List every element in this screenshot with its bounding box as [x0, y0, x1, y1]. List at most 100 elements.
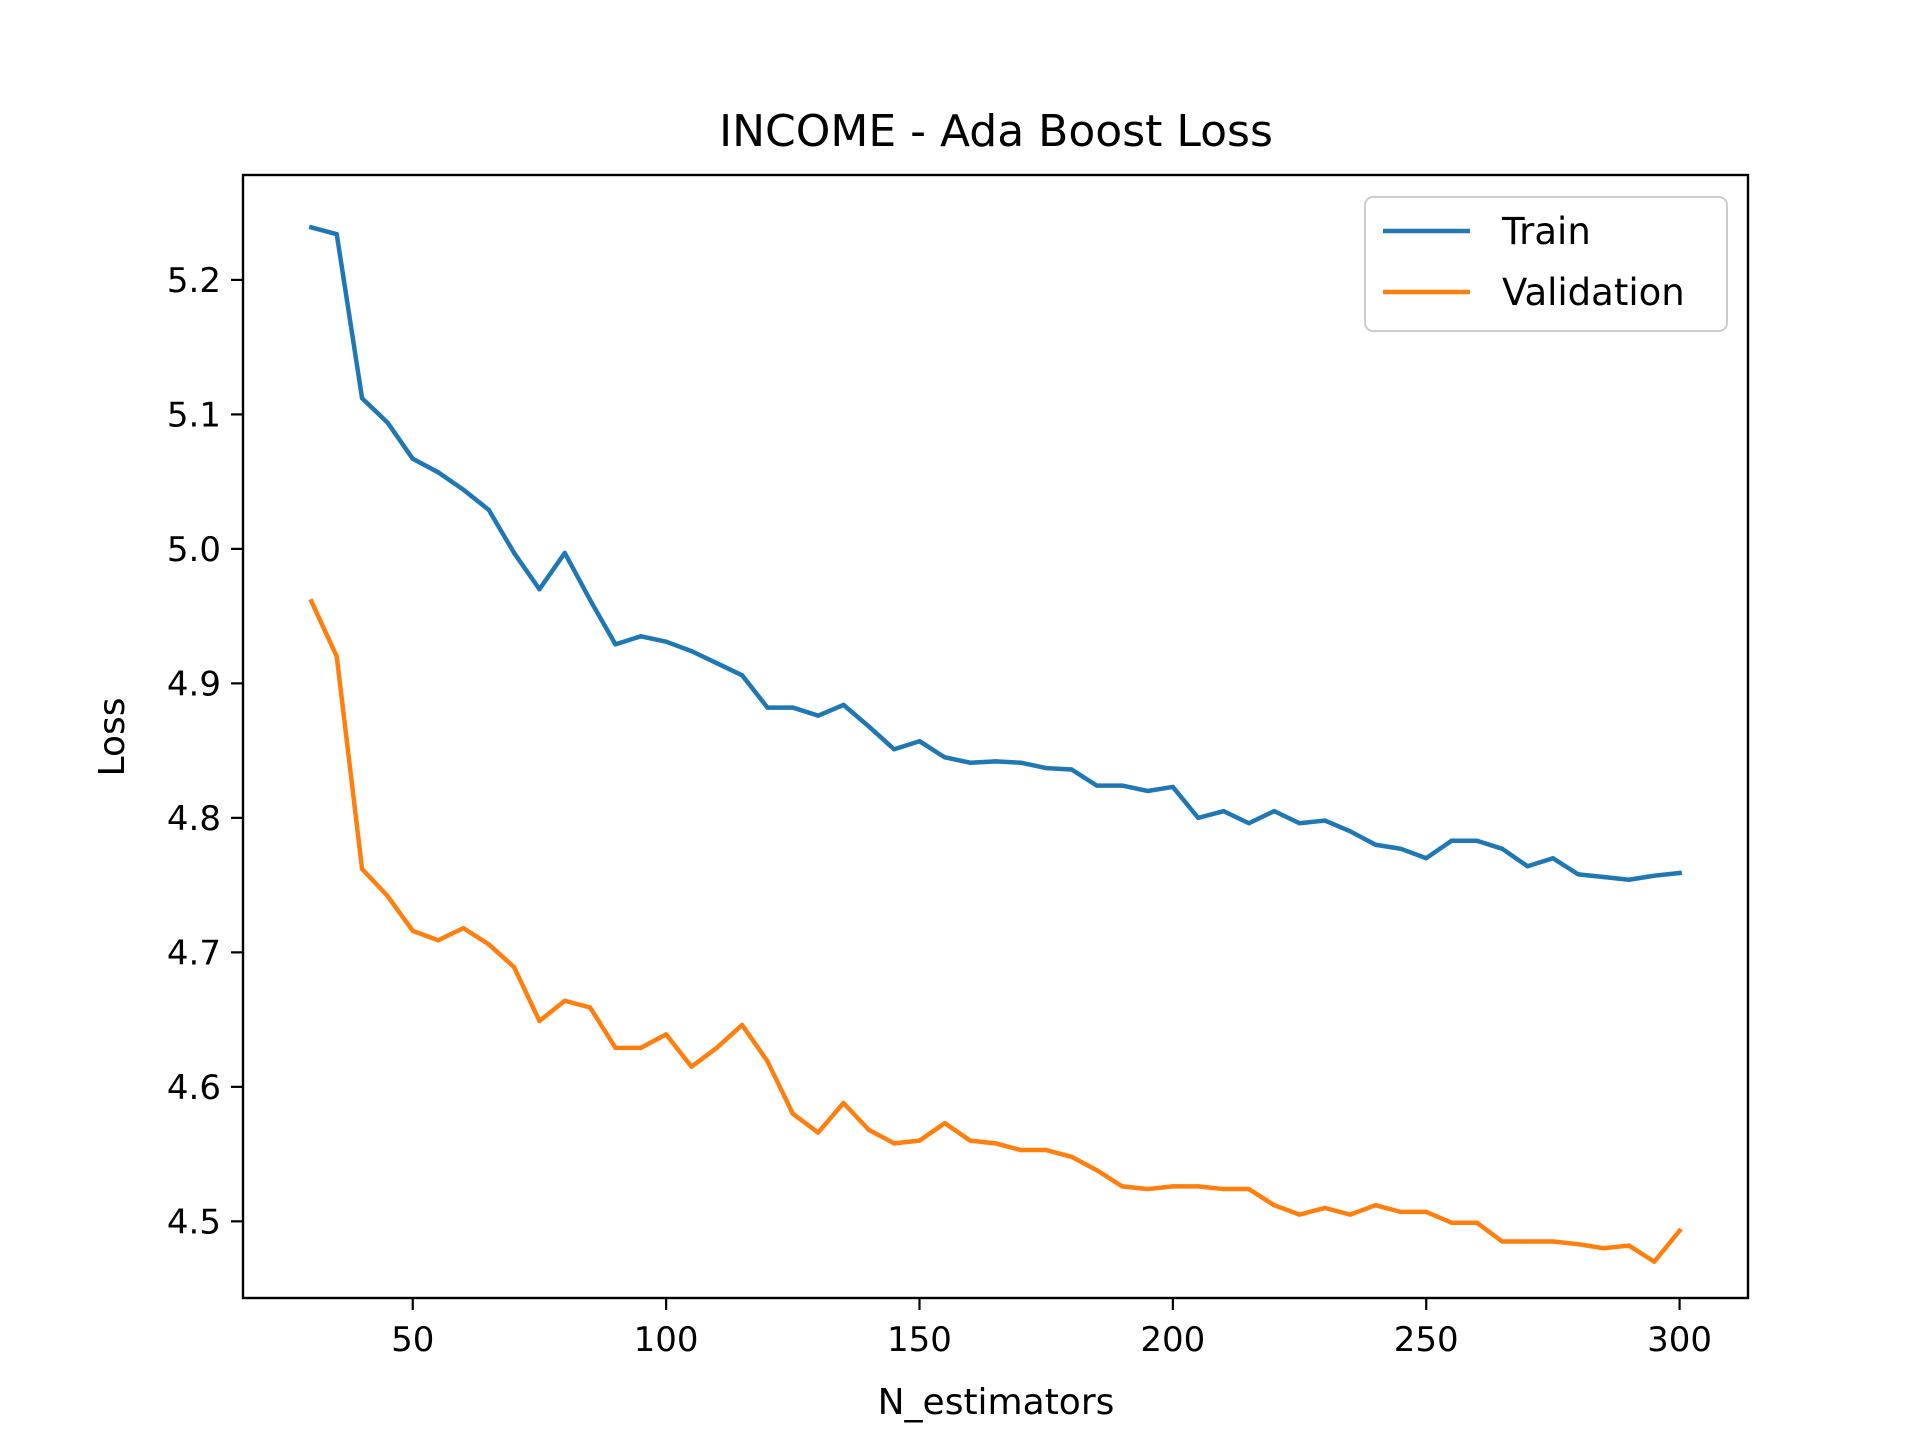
data-point-train	[1398, 846, 1404, 851]
data-point-train	[663, 639, 669, 644]
data-point-train	[1525, 864, 1530, 869]
y-tick-label: 4.8	[167, 799, 221, 839]
data-point-validation	[1398, 1209, 1404, 1215]
chart-title: INCOME - Ada Boost Loss	[719, 106, 1273, 157]
data-point-train	[1601, 874, 1606, 880]
data-point-train	[1297, 821, 1302, 826]
data-point-train	[1652, 873, 1657, 878]
data-point-train	[1424, 856, 1429, 861]
data-point-train	[1626, 877, 1632, 882]
series-points-validation	[309, 599, 1682, 1264]
data-point-validation	[486, 942, 491, 947]
data-point-validation	[790, 1111, 796, 1116]
data-point-validation	[1576, 1242, 1581, 1247]
data-point-train	[1094, 783, 1100, 788]
data-point-validation	[815, 1130, 821, 1135]
y-tick-label: 4.9	[167, 664, 221, 704]
x-tick-label: 100	[634, 1320, 699, 1360]
data-point-train	[1677, 870, 1682, 876]
data-point-validation	[917, 1138, 922, 1143]
y-tick-label: 4.7	[167, 933, 221, 973]
data-point-train	[1550, 856, 1556, 861]
data-point-train	[1348, 829, 1353, 834]
data-point-train	[511, 550, 517, 556]
data-point-validation	[967, 1138, 973, 1143]
data-point-train	[1449, 838, 1454, 843]
x-tick-label: 50	[391, 1320, 434, 1360]
legend-label-validation: Validation	[1502, 271, 1685, 314]
data-point-validation	[587, 1005, 593, 1010]
data-point-validation	[1449, 1220, 1454, 1225]
data-point-validation	[1018, 1147, 1024, 1153]
data-point-validation	[1626, 1243, 1632, 1248]
legend: Train Validation	[1364, 196, 1728, 332]
data-point-validation	[714, 1045, 719, 1051]
data-point-train	[1373, 842, 1378, 847]
data-point-train	[410, 456, 415, 461]
data-point-train	[891, 747, 897, 752]
data-point-validation	[1373, 1203, 1378, 1208]
data-point-validation	[1525, 1239, 1530, 1244]
data-point-validation	[461, 925, 466, 931]
y-tick-label: 5.1	[167, 395, 221, 435]
series-layer	[308, 224, 1683, 1264]
data-point-train	[334, 231, 339, 237]
data-point-train	[790, 705, 796, 710]
data-point-train	[942, 755, 948, 760]
data-point-train	[714, 661, 719, 666]
data-point-validation	[1677, 1228, 1682, 1233]
x-tick-label: 150	[887, 1320, 952, 1360]
x-axis: 50 100 150 200 250 300	[391, 1298, 1712, 1360]
data-point-validation	[1221, 1186, 1226, 1192]
data-point-train	[309, 225, 314, 230]
data-point-validation	[1550, 1239, 1556, 1244]
data-point-train	[739, 673, 745, 678]
data-point-validation	[993, 1141, 998, 1146]
data-point-validation	[891, 1141, 897, 1146]
x-axis-label: N_estimators	[878, 1382, 1115, 1423]
data-point-train	[1195, 815, 1201, 821]
data-point-train	[841, 702, 846, 708]
data-point-validation	[1195, 1184, 1201, 1189]
data-point-train	[461, 487, 466, 492]
data-point-validation	[663, 1032, 669, 1037]
data-point-train	[1018, 760, 1024, 765]
data-point-validation	[739, 1022, 745, 1028]
y-tick-label: 5.2	[167, 261, 221, 301]
data-point-validation	[613, 1045, 618, 1051]
data-point-validation	[1246, 1186, 1252, 1192]
data-point-train	[613, 642, 618, 647]
data-point-train	[537, 587, 542, 592]
data-point-validation	[1652, 1259, 1657, 1264]
data-point-validation	[309, 599, 314, 604]
data-point-train	[359, 396, 365, 401]
data-point-train	[1474, 838, 1480, 843]
data-point-validation	[1170, 1184, 1176, 1189]
data-point-train	[967, 760, 973, 765]
data-point-validation	[1500, 1239, 1505, 1244]
data-point-validation	[359, 866, 365, 872]
data-point-train	[638, 634, 643, 639]
data-point-train	[1119, 783, 1125, 788]
series-points-train	[309, 225, 1682, 882]
y-tick-label: 4.5	[167, 1202, 221, 1242]
y-axis: 4.5 4.6 4.7 4.8 4.9 5.0 5.1 5.2	[167, 261, 243, 1242]
y-tick-label: 5.0	[167, 530, 221, 570]
data-point-validation	[1094, 1168, 1100, 1173]
data-point-train	[562, 550, 567, 556]
data-point-validation	[866, 1127, 872, 1133]
data-point-validation	[410, 928, 415, 934]
data-point-train	[1576, 872, 1581, 877]
data-point-train	[689, 648, 694, 654]
data-point-train	[1500, 846, 1505, 851]
data-point-validation	[1474, 1220, 1480, 1225]
data-point-validation	[689, 1064, 694, 1069]
data-point-validation	[537, 1018, 542, 1024]
series-line-validation	[308, 598, 1683, 1264]
data-point-train	[587, 597, 593, 603]
data-point-train	[1221, 808, 1226, 814]
x-tick-label: 300	[1647, 1320, 1712, 1360]
data-point-validation	[1043, 1147, 1049, 1153]
data-point-train	[1272, 808, 1277, 814]
data-point-validation	[638, 1045, 643, 1051]
